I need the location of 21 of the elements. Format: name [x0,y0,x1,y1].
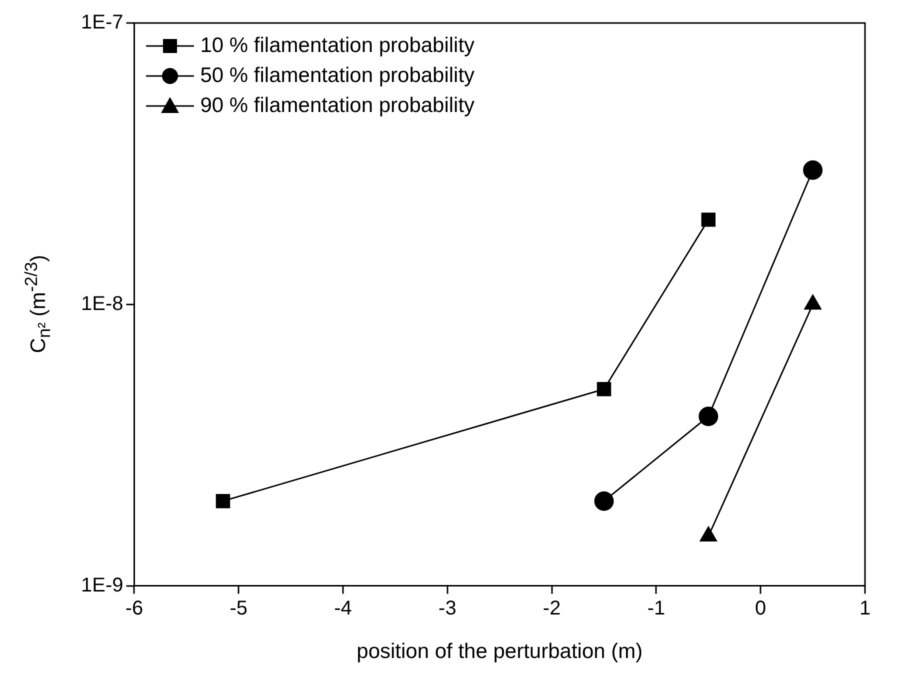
x-tick-label: -1 [647,597,666,620]
y-tick-label: 1E-8 [80,292,124,315]
legend-label: 90 % filamentation probability [200,93,475,119]
point [216,494,230,508]
point [701,212,716,227]
x-tick-label: -2 [542,597,561,620]
x-tick-label: -4 [334,597,352,620]
legend-label: 50 % filamentation probability [200,63,475,89]
y-tick-label: 1E-9 [80,574,124,596]
x-tick-label: -5 [230,597,248,620]
point [698,406,718,426]
legend-label: 10 % filamentation probability [200,33,475,59]
point [594,491,614,511]
point [803,160,823,180]
y-tick-label: 1E-7 [80,12,124,34]
x-tick-label: 1 [859,597,871,620]
x-axis-title: position of the perturbation (m) [356,640,643,664]
point [596,382,612,396]
x-tick-label: -3 [438,597,456,620]
x-tick-label: 0 [755,597,766,620]
x-tick-label: -6 [125,597,144,620]
